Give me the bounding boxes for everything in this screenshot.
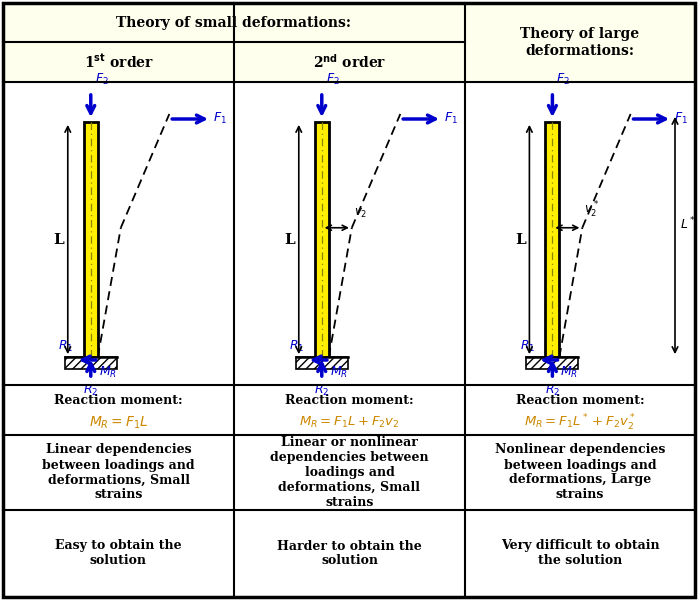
Text: Easy to obtain the
solution: Easy to obtain the solution bbox=[55, 539, 181, 568]
Text: $M_R$: $M_R$ bbox=[329, 365, 348, 380]
Text: $F_2$: $F_2$ bbox=[556, 72, 570, 87]
Bar bbox=[3, 3, 465, 42]
Bar bbox=[315, 122, 329, 357]
Text: L: L bbox=[54, 232, 64, 247]
Text: $R_2$: $R_2$ bbox=[314, 383, 329, 398]
Text: Very difficult to obtain
the solution: Very difficult to obtain the solution bbox=[500, 539, 660, 568]
Text: $F_1$: $F_1$ bbox=[213, 110, 227, 125]
Bar bbox=[296, 357, 348, 369]
Text: $M_R$: $M_R$ bbox=[99, 365, 117, 380]
Text: 1$^{\mathbf{st}}$ order: 1$^{\mathbf{st}}$ order bbox=[84, 53, 154, 71]
Text: Reaction moment:: Reaction moment: bbox=[285, 394, 414, 407]
Bar bbox=[84, 122, 98, 357]
Text: Reaction moment:: Reaction moment: bbox=[516, 394, 644, 407]
Text: Harder to obtain the
solution: Harder to obtain the solution bbox=[277, 539, 422, 568]
Bar bbox=[65, 357, 117, 369]
Text: $R_1$: $R_1$ bbox=[59, 339, 74, 354]
Text: $R_2$: $R_2$ bbox=[83, 383, 98, 398]
Text: Theory of large
deformations:: Theory of large deformations: bbox=[521, 28, 639, 58]
Text: $M_R = F_1L^* + F_2v_2^*$: $M_R = F_1L^* + F_2v_2^*$ bbox=[524, 412, 636, 433]
Text: $L^*$: $L^*$ bbox=[680, 216, 696, 233]
Text: Theory of small deformations:: Theory of small deformations: bbox=[117, 16, 352, 29]
Text: $R_2$: $R_2$ bbox=[544, 383, 560, 398]
Text: $v_2^*$: $v_2^*$ bbox=[584, 200, 600, 220]
Text: $M_R = F_1L$: $M_R = F_1L$ bbox=[89, 414, 148, 431]
Text: $F_1$: $F_1$ bbox=[444, 110, 458, 125]
Text: 2$^{\mathbf{nd}}$ order: 2$^{\mathbf{nd}}$ order bbox=[313, 53, 386, 71]
Text: Nonlinear dependencies
between loadings and
deformations, Large
strains: Nonlinear dependencies between loadings … bbox=[495, 443, 665, 502]
Text: $M_R$: $M_R$ bbox=[560, 365, 579, 380]
Text: L: L bbox=[515, 232, 526, 247]
Text: $R_1$: $R_1$ bbox=[520, 339, 535, 354]
Text: Linear or nonlinear
dependencies between
loadings and
deformations, Small
strain: Linear or nonlinear dependencies between… bbox=[270, 436, 429, 509]
Text: $F_2$: $F_2$ bbox=[326, 72, 340, 87]
Text: $F_2$: $F_2$ bbox=[95, 72, 109, 87]
Bar bbox=[545, 122, 559, 357]
Text: L: L bbox=[284, 232, 295, 247]
Bar bbox=[526, 357, 579, 369]
Text: $R_1$: $R_1$ bbox=[290, 339, 305, 354]
Text: Linear dependencies
between loadings and
deformations, Small
strains: Linear dependencies between loadings and… bbox=[42, 443, 195, 502]
Bar bbox=[465, 3, 695, 82]
Text: $F_1$: $F_1$ bbox=[674, 110, 688, 125]
Text: Reaction moment:: Reaction moment: bbox=[54, 394, 183, 407]
Bar bbox=[3, 42, 465, 82]
Text: $M_R = F_1L + F_2v_2$: $M_R = F_1L + F_2v_2$ bbox=[299, 415, 400, 430]
Text: $v_2$: $v_2$ bbox=[354, 206, 367, 220]
